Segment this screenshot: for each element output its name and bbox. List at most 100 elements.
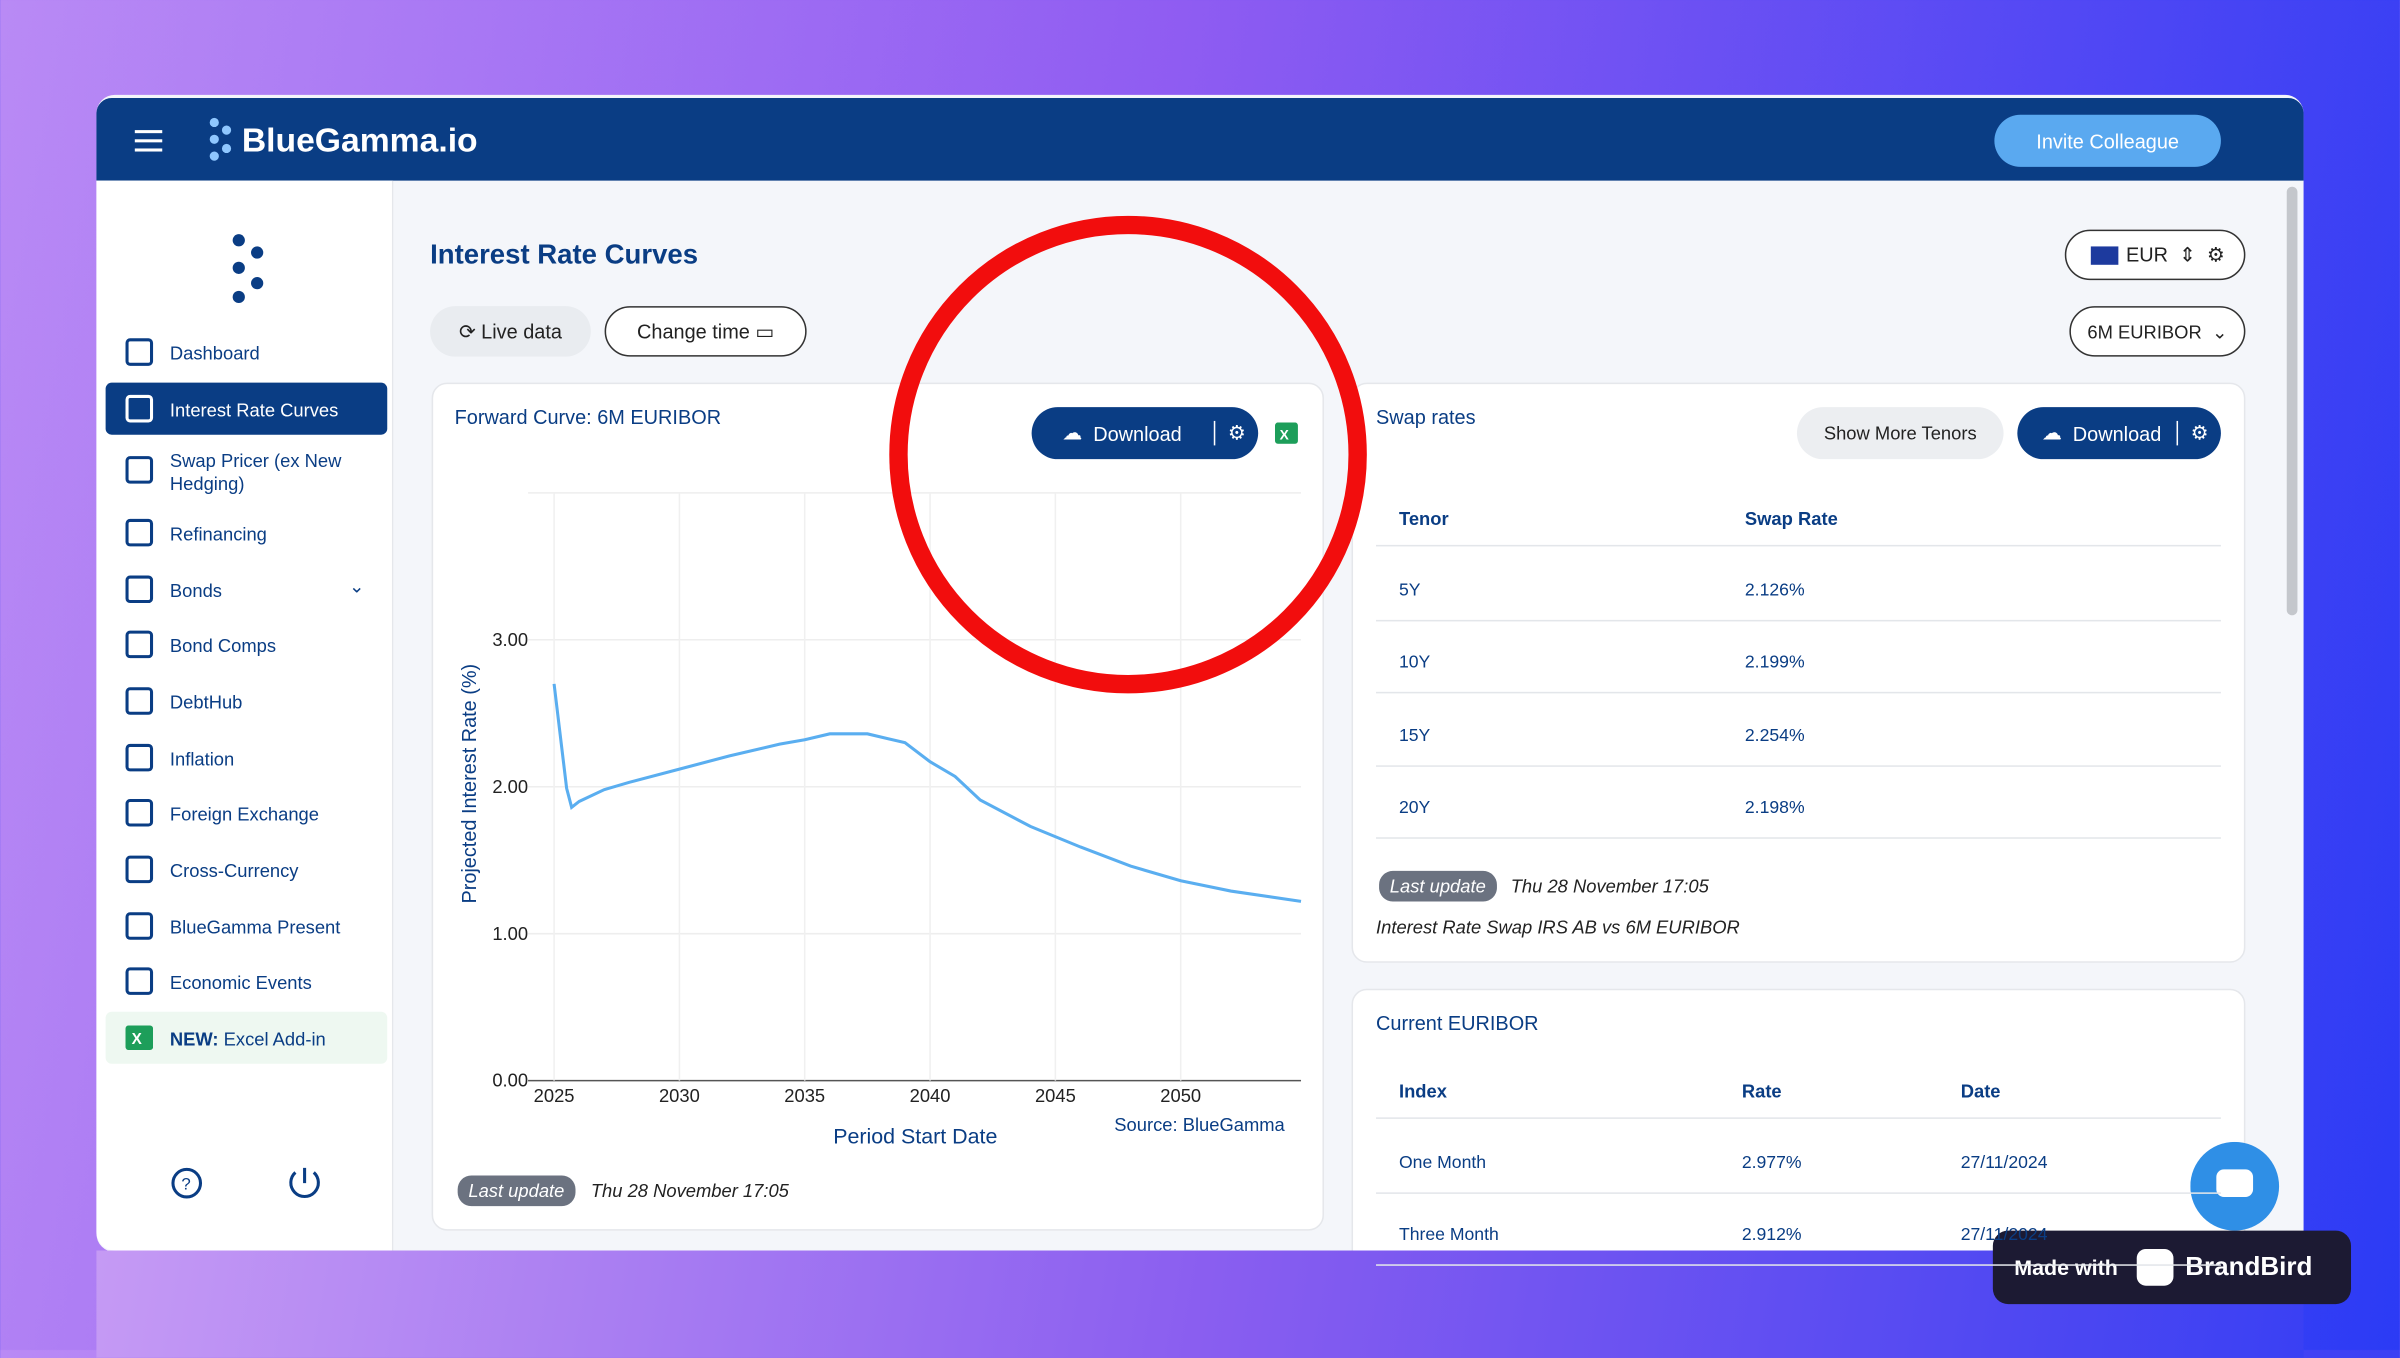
nav-icon [125, 518, 154, 547]
swap-download-label: Download [2072, 421, 2162, 445]
table-cell: 2.198% [1744, 798, 1805, 818]
nav-icon [125, 575, 154, 604]
forward-download[interactable]: ☁ Download ⚙ [1031, 407, 1259, 460]
sidebar-logo [232, 234, 264, 304]
y-tick-label: 3.00 [492, 629, 528, 650]
table-cell: 2.912% [1741, 1226, 1802, 1245]
y-tick-label: 0.00 [492, 1070, 528, 1091]
nav-icon [125, 394, 154, 423]
x-axis-title: Period Start Date [833, 1124, 997, 1148]
table-cell: 2.977% [1741, 1154, 1802, 1173]
forward-chart: 0.00 1.00 2.00 3.00 2025 2030 2035 2040 2045 2050… [459, 492, 1302, 1148]
x-tick-label: 2035 [784, 1085, 825, 1106]
brandbird-badge: Made with BrandBird [1992, 1230, 2352, 1305]
nav-item[interactable]: Swap Pricer (ex New Hedging) [169, 449, 342, 495]
nav-item[interactable]: Interest Rate Curves [169, 399, 339, 421]
eu-flag [2090, 245, 2119, 265]
table-cell: 5Y [1398, 581, 1421, 600]
logo-icon [209, 117, 232, 161]
forward-title: Forward Curve: 6M EURIBOR [454, 405, 722, 429]
chat-button[interactable] [2190, 1141, 2282, 1234]
table-cell: 27/11/2024 [1960, 1226, 2048, 1245]
invite-button[interactable]: Invite Colleague [1994, 114, 2221, 167]
nav-icon [125, 687, 154, 715]
chart-source: Source: BlueGamma [1114, 1114, 1285, 1136]
x-tick-label: 2040 [910, 1085, 951, 1106]
forward-line [552, 683, 1302, 903]
nav-item[interactable]: Bond Comps [169, 635, 277, 657]
made-with: Made with [2014, 1255, 2118, 1280]
brand-name: BrandBird [2185, 1252, 2313, 1282]
table-rule [1376, 837, 2221, 839]
menu-button[interactable] [134, 129, 166, 153]
nav-item[interactable]: Bonds [169, 580, 222, 602]
table-rule [1376, 692, 2221, 694]
last-update-tag: Last update [457, 1175, 576, 1207]
swap-download[interactable]: ☁ Download ⚙ [2017, 407, 2221, 460]
table-rule [1376, 1192, 2221, 1194]
x-tick-label: 2045 [1035, 1085, 1076, 1106]
logo-text: BlueGamma.io [241, 120, 478, 160]
table-header: Date [1960, 1080, 2001, 1103]
nav-item[interactable]: Foreign Exchange [169, 803, 319, 825]
swap-note: Interest Rate Swap IRS AB vs 6M EURIBOR [1376, 916, 1740, 939]
table-rule [1376, 1117, 2221, 1119]
table-cell: Three Month [1398, 1226, 1499, 1245]
nav-icon [125, 630, 154, 659]
currency-label: EUR [2126, 243, 2169, 267]
table-cell: 2.254% [1744, 726, 1805, 745]
index-select[interactable]: 6M EURIBOR ⌄ [2069, 306, 2246, 357]
table-cell: 2.199% [1744, 654, 1805, 673]
swap-card [1351, 382, 2246, 963]
nav-icon [125, 967, 154, 995]
forward-card [431, 382, 1324, 1231]
nav-icon [125, 912, 154, 940]
excel-label: Excel Add-in [223, 1028, 326, 1050]
live-data-label: Live data [481, 319, 562, 343]
excel-nav[interactable]: NEW: Excel Add-in [170, 1029, 326, 1050]
euribor-card [1351, 988, 2246, 1253]
nav-item[interactable]: Refinancing [169, 523, 267, 545]
svg-text:?: ? [181, 1174, 190, 1193]
svg-text:X: X [132, 1031, 143, 1048]
sidebar [96, 180, 394, 1251]
index-label: 6M EURIBOR [2087, 320, 2202, 343]
table-rule [1376, 764, 2221, 767]
nav-item[interactable]: BlueGamma Present [169, 916, 341, 939]
table-header: Tenor [1398, 508, 1449, 530]
swap-update-time: Thu 28 November 17:05 [1510, 875, 1709, 897]
x-tick-label: 2025 [534, 1085, 575, 1106]
nav-item[interactable]: Inflation [169, 748, 235, 770]
live-data-button[interactable]: ⟳ Live data [430, 306, 591, 357]
nav-item[interactable]: Economic Events [169, 971, 312, 994]
sidebar-footer-icons: ? [171, 1167, 320, 1199]
nav-item[interactable]: Dashboard [169, 342, 260, 365]
swap-title: Swap rates [1376, 405, 1476, 429]
table-cell: One Month [1398, 1154, 1487, 1173]
invite-label: Invite Colleague [2036, 129, 2179, 153]
nav-chevron[interactable]: ⌄ [348, 575, 365, 597]
x-tick-label: 2030 [659, 1085, 700, 1106]
table-rule [1376, 1264, 2221, 1266]
excel-icon: X [125, 1025, 154, 1050]
table-header: Index [1398, 1080, 1447, 1103]
euribor-title: Current EURIBOR [1376, 1011, 1539, 1035]
nav-icon [125, 338, 154, 366]
nav-icon [125, 855, 154, 884]
currency-select[interactable]: EUR ⇕ ⚙ [2064, 229, 2246, 281]
nav-item[interactable]: DebtHub [169, 691, 243, 714]
swap-update-tag: Last update [1379, 870, 1497, 902]
nav-item[interactable]: Cross-Currency [169, 860, 299, 882]
table-header: Rate [1741, 1080, 1782, 1103]
excel-export[interactable]: X [1274, 422, 1298, 444]
table-header: Swap Rate [1744, 508, 1838, 530]
table-cell: 27/11/2024 [1960, 1154, 2048, 1173]
nav-icon [125, 798, 154, 827]
more-tenors-label: Show More Tenors [1823, 422, 1977, 444]
more-tenors[interactable]: Show More Tenors [1796, 407, 2004, 460]
table-cell: 10Y [1398, 654, 1431, 673]
change-time-button[interactable]: Change time ▭ [604, 306, 807, 357]
change-time-label: Change time [637, 319, 750, 343]
